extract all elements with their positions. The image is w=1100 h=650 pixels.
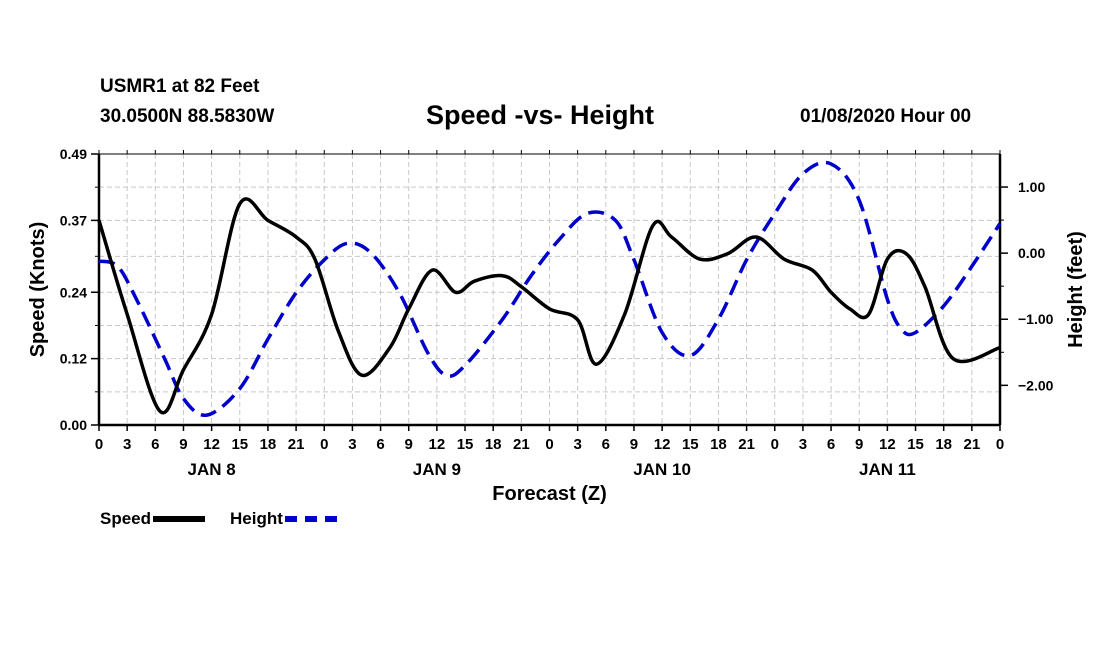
x-tick-label: 3 xyxy=(799,436,807,453)
x-tick-label: 3 xyxy=(348,436,356,453)
y-left-tick-label: 0.37 xyxy=(60,212,87,228)
x-tick-label: 6 xyxy=(376,436,384,453)
x-tick-label: 6 xyxy=(602,436,610,453)
x-tick-label: 6 xyxy=(151,436,159,453)
x-tick-label: 0 xyxy=(95,436,103,453)
x-tick-label: 21 xyxy=(738,436,755,453)
x-tick-label: 12 xyxy=(203,436,220,453)
date-label: JAN 9 xyxy=(413,460,461,479)
axis-ticks xyxy=(91,150,1008,431)
x-tick-label: 3 xyxy=(573,436,581,453)
x-axis-title: Forecast (Z) xyxy=(492,483,606,505)
chart-series xyxy=(97,160,1002,417)
x-tick-label: 12 xyxy=(879,436,896,453)
legend-height: Height xyxy=(230,509,337,529)
legend-speed-label: Speed xyxy=(100,509,152,528)
x-tick-label: 12 xyxy=(429,436,446,453)
x-tick-label: 21 xyxy=(964,436,981,453)
coordinates-label: 30.0500N 88.5830W xyxy=(100,106,275,127)
x-tick-label: 0 xyxy=(996,436,1004,453)
x-tick-label: 9 xyxy=(405,436,413,453)
x-tick-label: 15 xyxy=(231,436,248,453)
y-right-tick-label: −2.00 xyxy=(1018,377,1054,393)
x-tick-label: 18 xyxy=(935,436,952,453)
x-tick-label: 18 xyxy=(485,436,502,453)
run-time-label: 01/08/2020 Hour 00 xyxy=(800,106,972,127)
y-right-tick-label: 0.00 xyxy=(1018,245,1045,261)
y-right-axis-title: Height (feet) xyxy=(1065,231,1087,348)
date-label: JAN 11 xyxy=(859,460,916,479)
x-tick-label: 21 xyxy=(288,436,305,453)
x-tick-label: 9 xyxy=(855,436,863,453)
legend-speed: Speed xyxy=(100,509,206,529)
x-tick-label: 9 xyxy=(630,436,638,453)
x-tick-label: 18 xyxy=(710,436,727,453)
chart-grid xyxy=(99,154,1000,425)
x-tick-label: 15 xyxy=(907,436,924,453)
series-line-height xyxy=(98,160,1002,417)
x-tick-label: 15 xyxy=(682,436,699,453)
series-line-speed xyxy=(97,197,1001,415)
x-tick-label: 12 xyxy=(654,436,671,453)
y-right-tick-label: −1.00 xyxy=(1018,311,1054,327)
legend-height-label: Height xyxy=(230,509,283,528)
date-label: JAN 10 xyxy=(633,460,691,479)
station-label: USMR1 at 82 Feet xyxy=(100,76,260,97)
chart-title: Speed -vs- Height xyxy=(426,100,655,130)
x-tick-label: 0 xyxy=(545,436,553,453)
legend-speed-swatch xyxy=(153,516,206,522)
legend-height-swatch xyxy=(284,516,337,522)
x-tick-label: 18 xyxy=(260,436,277,453)
y-left-tick-label: 0.00 xyxy=(60,417,87,433)
date-label: JAN 8 xyxy=(188,460,236,479)
x-tick-label: 6 xyxy=(827,436,835,453)
x-tick-label: 9 xyxy=(179,436,187,453)
x-tick-label: 15 xyxy=(457,436,474,453)
y-left-tick-label: 0.24 xyxy=(60,284,87,300)
x-tick-label: 0 xyxy=(771,436,779,453)
x-tick-label: 0 xyxy=(320,436,328,453)
axis-labels: 0 3 6 9 12 15 18 21 0 3 6 9 12 15 18 21 0 3 6 9 12 15 18 21 0 3 6 9… xyxy=(27,146,1087,505)
y-left-tick-label: 0.12 xyxy=(60,351,87,367)
x-tick-label: 21 xyxy=(513,436,530,453)
x-tick-label: 3 xyxy=(123,436,131,453)
y-left-tick-label: 0.49 xyxy=(60,146,87,162)
y-right-tick-label: 1.00 xyxy=(1018,179,1045,195)
y-left-axis-title: Speed (Knots) xyxy=(27,222,49,358)
